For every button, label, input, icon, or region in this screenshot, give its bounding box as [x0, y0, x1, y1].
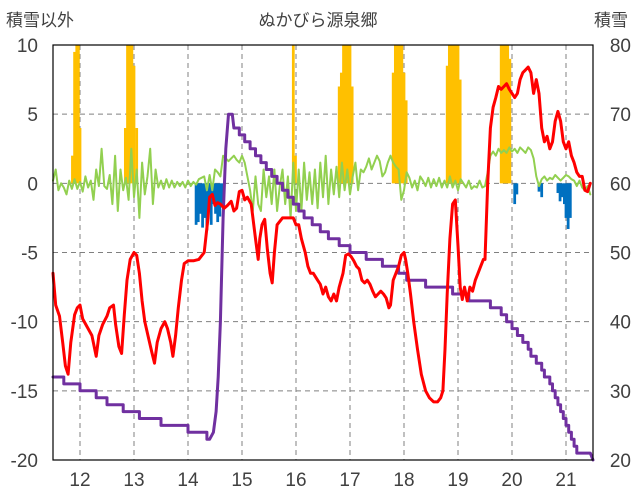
snowfall-bar	[402, 72, 406, 184]
snowfall-bar	[499, 45, 503, 184]
bar-marks	[71, 45, 572, 231]
y-left-tick: -5	[21, 244, 38, 265]
precip-bar	[566, 183, 570, 229]
precip-bar	[568, 183, 572, 218]
plot-frame	[52, 44, 594, 461]
snowfall-bar	[348, 45, 352, 184]
precip-bar	[513, 183, 517, 205]
precip-bar	[563, 183, 566, 205]
snowfall-bar	[73, 51, 76, 184]
snowfall-bar	[393, 45, 397, 184]
x-tick: 20	[501, 470, 522, 491]
y-left-tick: -15	[11, 382, 38, 403]
y-left-tick: -20	[11, 451, 38, 472]
y-right-tick: 50	[610, 244, 631, 265]
y-left-tick: 0	[27, 174, 38, 195]
snowfall-bar	[398, 45, 402, 184]
precip-bar	[201, 183, 204, 228]
left-axis-label: 積雪以外	[6, 11, 74, 31]
snowfall-bar	[454, 45, 458, 184]
snowfall-bar	[450, 45, 453, 184]
snowfall-bar	[128, 45, 132, 184]
precip-bar	[205, 183, 209, 231]
right-tick-labels: 80 70 60 50 40 30 20	[610, 36, 631, 472]
y-right-tick: 20	[610, 451, 631, 472]
snowfall-bar	[346, 45, 350, 184]
precip-bar	[558, 183, 562, 202]
x-tick: 12	[69, 470, 90, 491]
y-right-tick: 60	[610, 174, 631, 195]
precip-bar	[214, 183, 217, 214]
snowfall-bar	[452, 45, 456, 184]
snowfall-bar	[396, 45, 399, 184]
precip-bar	[196, 183, 200, 223]
y-right-tick: 80	[610, 36, 631, 57]
snowfall-bar	[135, 128, 139, 184]
x-tick: 16	[285, 470, 306, 491]
snowfall-bar	[337, 86, 341, 184]
snowfall-bar	[456, 45, 460, 184]
snowfall-bar	[445, 65, 449, 184]
chart-title: ぬかびら源泉郷	[258, 11, 378, 31]
precip-bar	[556, 183, 560, 194]
snowfall-bar	[504, 45, 507, 184]
snowfall-bar	[350, 86, 354, 184]
snowfall-bar	[501, 45, 505, 184]
precip-bar	[203, 183, 207, 218]
x-tick: 18	[393, 470, 414, 491]
precip-bar	[537, 183, 541, 192]
snowfall-bar	[344, 45, 348, 184]
x-tick: 21	[555, 470, 576, 491]
y-left-tick: 10	[17, 36, 38, 57]
snowfall-bar	[132, 65, 136, 184]
x-tick: 14	[177, 470, 199, 491]
snowfall-bar	[400, 45, 404, 184]
precip-bar	[209, 183, 213, 225]
y-left-tick: -10	[11, 313, 38, 334]
snowfall-bar	[404, 100, 408, 184]
precip-bar	[564, 183, 568, 218]
x-tick: 13	[123, 470, 144, 491]
x-tick: 19	[447, 470, 468, 491]
left-tick-labels: 10 5 0 -5 -10 -15 -20	[11, 36, 38, 472]
snowfall-bar	[123, 128, 127, 184]
precip-bar	[220, 183, 224, 205]
snowfall-bar	[126, 45, 129, 184]
snow-depth-line	[51, 112, 595, 462]
snowfall-bar	[78, 128, 82, 184]
snowfall-bar	[339, 72, 343, 184]
precip-bar	[199, 183, 202, 214]
snowfall-bar	[291, 45, 295, 184]
snowfall-bar	[294, 155, 297, 184]
snowfall-bar	[71, 155, 74, 184]
snowfall-bar	[508, 58, 512, 184]
y-right-tick: 30	[610, 382, 631, 403]
series-lines	[51, 65, 595, 462]
snowfall-bar	[75, 45, 79, 184]
x-tick: 17	[339, 470, 360, 491]
snowfall-bar	[458, 79, 462, 184]
y-right-tick: 70	[610, 105, 631, 126]
x-tick: 15	[231, 470, 252, 491]
y-right-tick: 40	[610, 313, 631, 334]
snowfall-bar	[447, 45, 451, 184]
precip-bar	[515, 183, 519, 195]
y-left-tick: 5	[27, 105, 38, 126]
precip-bar	[540, 183, 544, 198]
snowfall-bar	[391, 72, 395, 184]
wind-line	[52, 146, 592, 219]
precip-bar	[218, 183, 222, 217]
x-tick-labels: 12 13 14 15 16 17 18 19 20 21	[69, 470, 576, 491]
right-axis-label: 積雪	[594, 11, 628, 31]
snowfall-bar	[506, 45, 510, 184]
temperature-line	[51, 65, 592, 404]
precip-bar	[194, 183, 198, 225]
snowfall-bar	[130, 45, 134, 184]
precip-bar	[560, 183, 564, 198]
snowfall-bar	[342, 45, 345, 184]
snowfall-bar	[77, 45, 80, 184]
